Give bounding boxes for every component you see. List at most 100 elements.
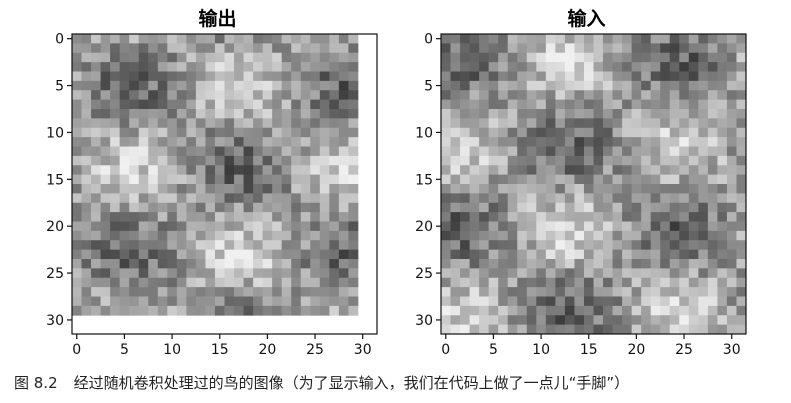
pixel — [119, 193, 130, 204]
pixel — [707, 268, 718, 279]
x-tick-label: 5 — [120, 342, 129, 358]
pixel — [726, 165, 737, 176]
pixel — [319, 34, 330, 44]
pixel — [583, 71, 594, 82]
pixel — [138, 109, 149, 119]
pixel — [517, 240, 528, 251]
pixel — [205, 99, 216, 110]
pixel — [214, 174, 225, 185]
pixel — [564, 62, 575, 72]
pixel — [110, 165, 121, 176]
pixel — [129, 287, 140, 297]
pixel — [157, 109, 168, 119]
pixel — [583, 259, 594, 269]
pixel — [631, 71, 642, 82]
x-tick-label: 10 — [532, 342, 550, 358]
pixel — [441, 174, 451, 185]
pixel — [329, 71, 340, 82]
pixel — [148, 146, 159, 157]
pixel — [243, 165, 254, 176]
pixel — [736, 202, 747, 213]
pixel — [243, 287, 254, 297]
pixel — [253, 268, 264, 279]
pixel — [441, 221, 451, 232]
pixel — [300, 71, 311, 82]
pixel — [91, 90, 101, 101]
pixel — [157, 287, 168, 297]
pixel — [91, 80, 101, 91]
pixel — [479, 34, 490, 44]
pixel — [100, 52, 111, 63]
pixel — [338, 296, 349, 307]
pixel — [300, 174, 311, 185]
pixel — [517, 155, 528, 166]
pixel — [450, 34, 461, 44]
pixel — [650, 268, 661, 279]
pixel — [138, 202, 149, 213]
pixel — [272, 71, 283, 82]
pixel — [660, 212, 671, 222]
pixel — [148, 34, 159, 44]
pixel — [205, 109, 216, 119]
pixel — [300, 109, 311, 119]
pixel — [650, 127, 661, 138]
pixel — [583, 155, 594, 166]
pixel — [593, 99, 604, 110]
pixel — [253, 118, 264, 129]
pixel — [243, 146, 254, 157]
pixel — [660, 34, 671, 44]
pixel — [253, 80, 264, 91]
pixel — [186, 90, 197, 101]
pixel — [234, 80, 244, 91]
pixel — [564, 174, 575, 185]
pixel — [243, 90, 254, 101]
pixel — [593, 165, 604, 176]
x-tick-label: 30 — [723, 342, 741, 358]
pixel — [262, 287, 273, 297]
pixel — [195, 184, 206, 194]
pixel — [319, 174, 330, 185]
pixel — [679, 34, 690, 44]
pixel — [517, 202, 528, 213]
pixel — [679, 43, 690, 54]
pixel — [593, 184, 604, 194]
pixel — [100, 193, 111, 204]
pixel — [348, 212, 359, 222]
pixel — [119, 296, 130, 307]
pixel — [157, 34, 168, 44]
pixel — [310, 193, 321, 204]
pixel — [488, 137, 499, 147]
pixel — [479, 221, 490, 232]
pixel — [272, 268, 283, 279]
pixel — [641, 202, 652, 213]
pixel — [119, 174, 130, 185]
pixel — [72, 259, 82, 269]
pixel — [329, 287, 340, 297]
y-tick-label: 15 — [46, 172, 64, 188]
pixel — [498, 99, 509, 110]
pixel — [650, 155, 661, 166]
pixel — [488, 71, 499, 82]
x-tick-label: 25 — [675, 342, 693, 358]
pixel — [488, 127, 499, 138]
pixel — [441, 52, 451, 63]
pixel — [469, 202, 480, 213]
pixel — [660, 80, 671, 91]
pixel — [622, 212, 633, 222]
pixel — [669, 202, 680, 213]
pixel — [622, 80, 633, 91]
pixel — [91, 221, 101, 232]
pixel — [348, 127, 359, 138]
pixel — [224, 240, 235, 251]
y-tick-label: 20 — [415, 219, 433, 235]
pixel — [688, 43, 699, 54]
pixel — [574, 240, 585, 251]
pixel — [593, 90, 604, 101]
pixel — [310, 202, 321, 213]
pixel — [545, 80, 556, 91]
pixel — [479, 193, 490, 204]
pixel — [517, 52, 528, 63]
pixel — [243, 268, 254, 279]
pixel — [612, 52, 623, 63]
pixel — [726, 155, 737, 166]
